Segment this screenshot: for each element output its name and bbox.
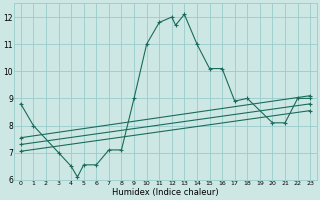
X-axis label: Humidex (Indice chaleur): Humidex (Indice chaleur) bbox=[112, 188, 219, 197]
